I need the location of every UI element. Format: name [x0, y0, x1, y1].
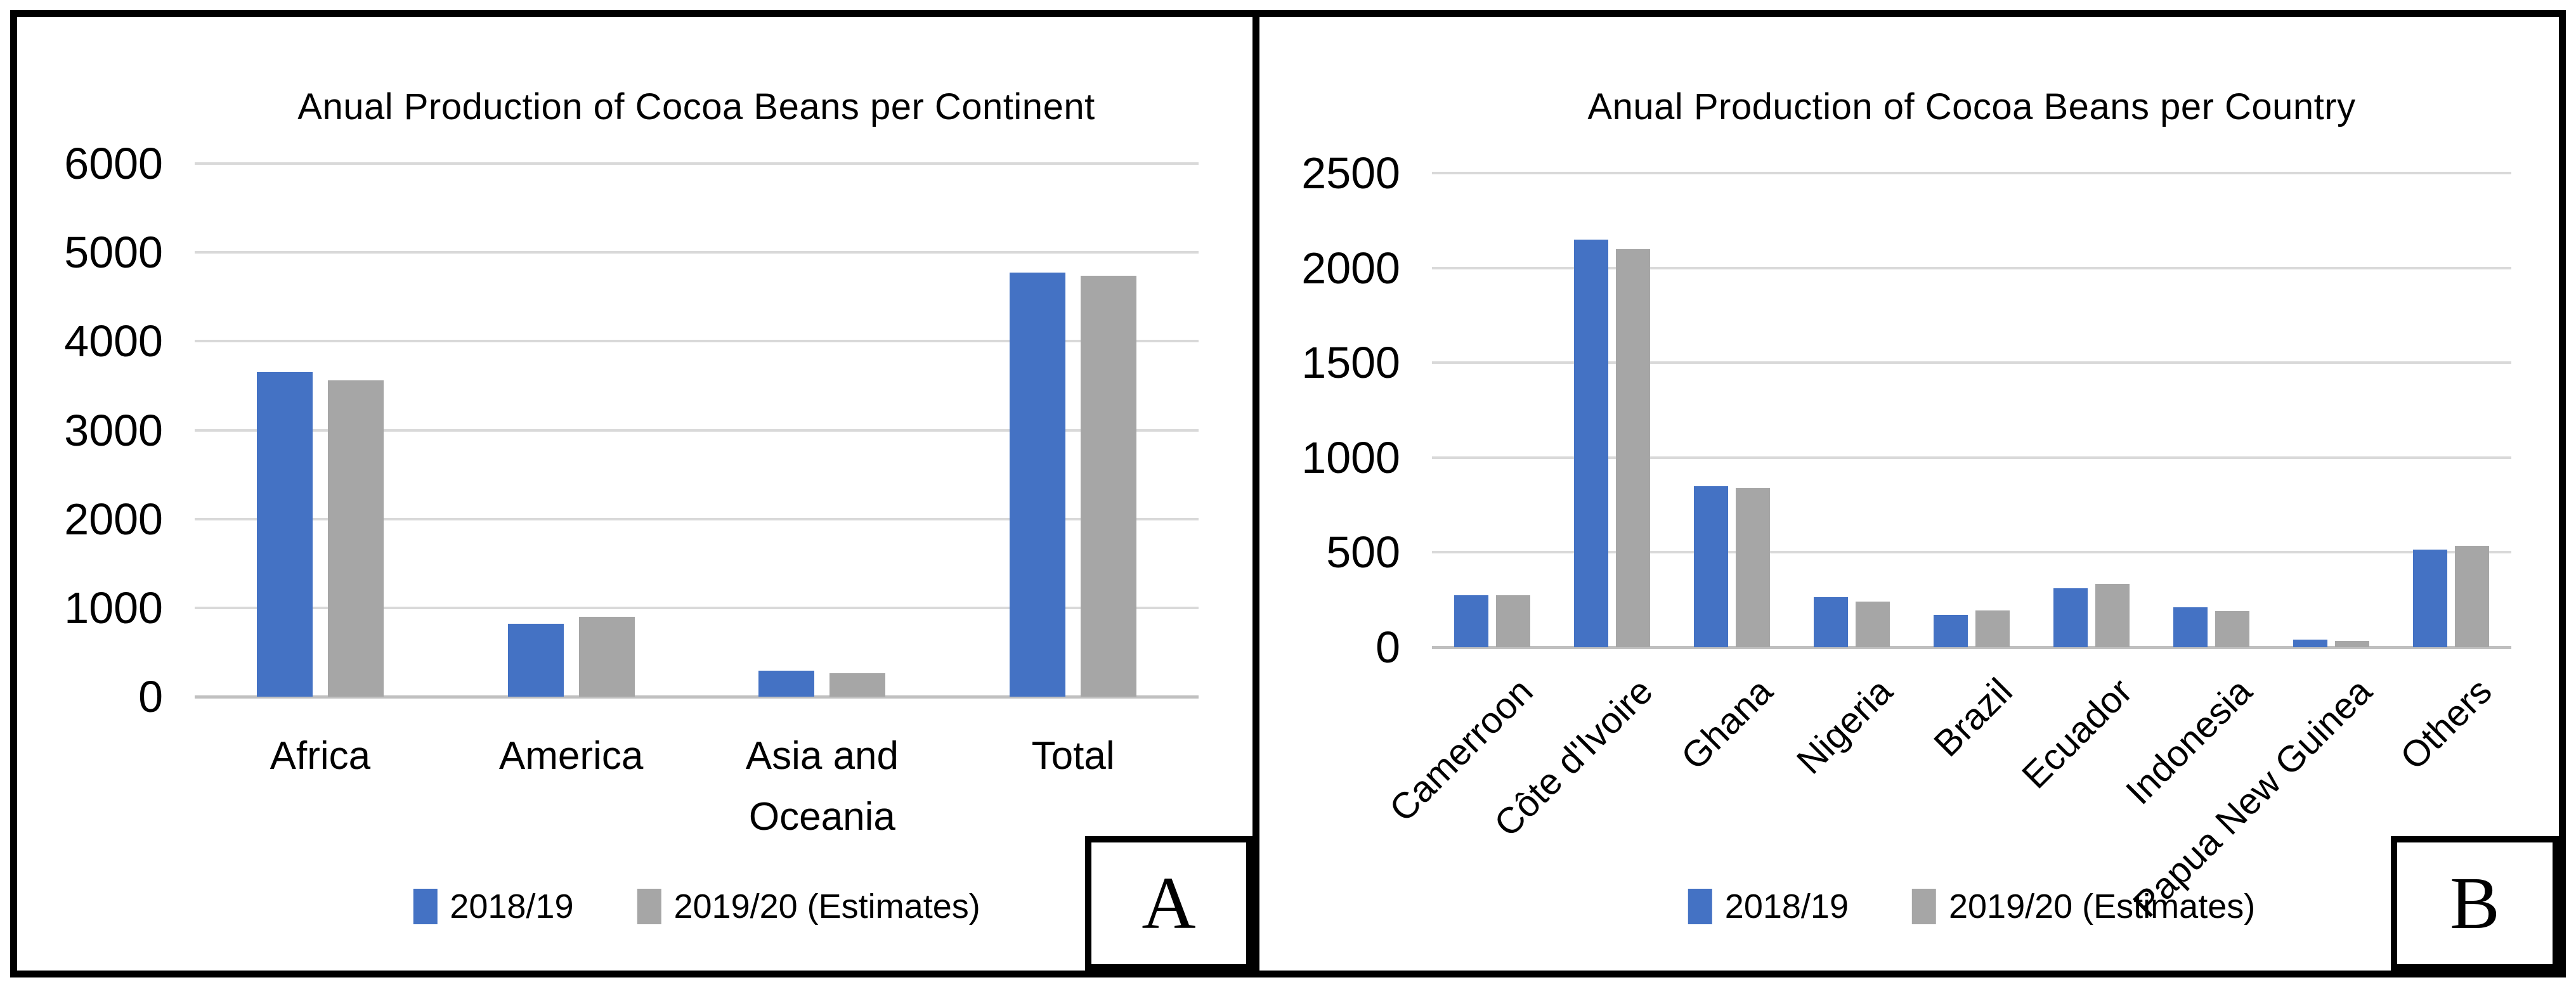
bar-series-1-total	[1081, 275, 1137, 697]
gridline	[195, 517, 1199, 520]
bar-series-0-c-te-d-ivoire	[1573, 239, 1608, 647]
figure-border-frame	[10, 10, 2566, 977]
panel-b: Anual Production of Cocoa Beans per Coun…	[1259, 17, 2559, 971]
legend-swatch-icon	[637, 889, 661, 924]
bar-series-0-ecuador	[2053, 588, 2088, 647]
y-tick-label: 0	[138, 672, 163, 721]
bar-series-1-africa	[327, 380, 384, 697]
bar-series-0-asia-and-oceania	[758, 671, 815, 697]
bar-series-0-nigeria	[1813, 597, 1848, 647]
gridline	[1432, 456, 2511, 459]
bar-series-0-ghana	[1693, 486, 1728, 647]
y-tick-label: 3000	[64, 405, 163, 455]
y-tick-label: 0	[1376, 623, 1400, 672]
gridline	[1432, 266, 2511, 269]
bar-series-1-america	[578, 616, 635, 697]
legend-swatch-icon	[413, 889, 438, 924]
y-tick-label: 2500	[1301, 148, 1400, 198]
chart-title-a: Anual Production of Cocoa Beans per Cont…	[297, 86, 1095, 127]
gridline	[195, 429, 1199, 432]
gridline	[195, 606, 1199, 609]
gridline	[1432, 361, 2511, 364]
bar-series-0-camerroon	[1454, 595, 1488, 647]
bar-series-0-africa	[256, 372, 313, 697]
bar-series-1-brazil	[1975, 610, 2010, 647]
y-tick-label: 500	[1326, 527, 1400, 577]
bar-series-1-asia-and-oceania	[829, 673, 886, 697]
x-axis-line	[195, 695, 1199, 699]
corner-label-box-a: A	[1085, 836, 1252, 971]
y-tick-label: 2000	[1301, 243, 1400, 293]
x-axis-line	[1432, 646, 2511, 649]
legend-a: 2018/19 2019/20 (Estimates)	[413, 887, 980, 926]
x-category-label: Others	[2393, 670, 2501, 778]
legend-b: 2018/19 2019/20 (Estimates)	[1688, 887, 2255, 926]
x-category-label: Nigeria	[1788, 670, 1901, 782]
gridline	[1432, 551, 2511, 554]
gridline	[195, 162, 1199, 165]
y-tick-label: 5000	[64, 228, 163, 278]
legend-item-1: 2019/20 (Estimates)	[1911, 887, 2256, 926]
legend-item-1: 2019/20 (Estimates)	[637, 887, 980, 926]
bar-series-1-papua-new-guinea	[2335, 640, 2370, 647]
legend-label: 2019/20 (Estimates)	[673, 887, 980, 926]
panel-a: Anual Production of Cocoa Beans per Cont…	[17, 17, 1252, 971]
bar-series-1-others	[2455, 545, 2490, 647]
bar-series-1-ecuador	[2095, 583, 2130, 647]
legend-item-0: 2018/19	[413, 887, 573, 926]
bar-series-1-nigeria	[1855, 602, 1890, 647]
bar-series-0-america	[507, 624, 564, 697]
y-tick-label: 6000	[64, 139, 163, 188]
x-category-label: Ghana	[1673, 670, 1781, 778]
legend-label: 2018/19	[1724, 887, 1849, 926]
x-category-label: Asia and Oceania	[745, 734, 899, 839]
legend-item-0: 2018/19	[1688, 887, 1849, 926]
y-tick-label: 1000	[64, 583, 163, 633]
x-category-label: Brazil	[1926, 670, 2020, 765]
y-tick-label: 2000	[64, 494, 163, 544]
legend-swatch-icon	[1688, 889, 1712, 924]
bar-series-1-ghana	[1735, 487, 1770, 647]
gridline	[195, 340, 1199, 343]
y-tick-label: 1000	[1301, 432, 1400, 482]
x-category-label: Total	[1031, 734, 1115, 778]
corner-label-box-b: B	[2391, 836, 2559, 971]
chart-title-b: Anual Production of Cocoa Beans per Coun…	[1587, 86, 2356, 127]
bar-series-1-camerroon	[1495, 595, 1530, 647]
bar-series-0-total	[1010, 272, 1066, 697]
chart-plot-b: 0 500 1000 1500 2000 2500 Camerroon Côte d'Ivoi…	[1259, 17, 2559, 971]
bar-series-0-others	[2413, 549, 2448, 647]
x-category-label: America	[498, 734, 644, 778]
bar-series-1-indonesia	[2215, 611, 2250, 647]
corner-letter-b: B	[2450, 861, 2500, 945]
corner-letter-a: A	[1142, 861, 1196, 945]
y-tick-label: 1500	[1301, 338, 1400, 388]
gridline	[195, 251, 1199, 254]
bar-series-1-c-te-d-ivoire	[1615, 248, 1650, 647]
legend-swatch-icon	[1911, 889, 1936, 924]
bar-series-0-papua-new-guinea	[2293, 640, 2328, 647]
x-category-label: Africa	[270, 734, 371, 778]
y-tick-label: 4000	[64, 316, 163, 366]
gridline	[1432, 172, 2511, 174]
bar-series-0-indonesia	[2173, 607, 2208, 647]
bar-series-0-brazil	[1934, 615, 1968, 647]
legend-label: 2018/19	[450, 887, 574, 926]
panel-divider	[1252, 17, 1259, 971]
legend-label: 2019/20 (Estimates)	[1948, 887, 2256, 926]
chart-plot-a: 0 1000 2000 3000 4000 5000 6000 Africa America As…	[17, 17, 1252, 971]
